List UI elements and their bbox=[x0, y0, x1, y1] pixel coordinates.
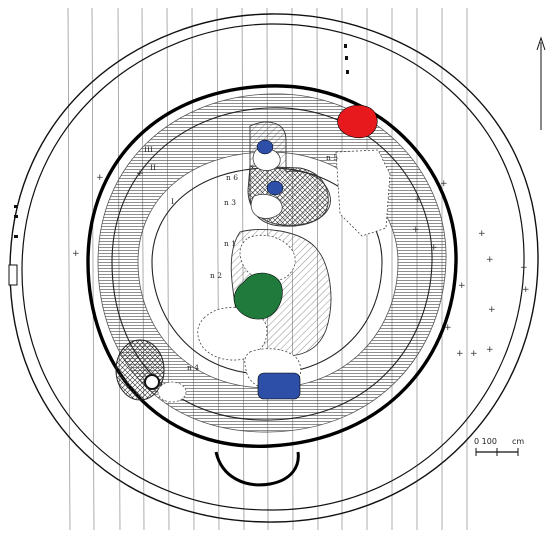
svg-text:+: + bbox=[456, 349, 464, 359]
svg-text:+: + bbox=[478, 229, 486, 239]
label-ring-iii: III bbox=[144, 145, 153, 154]
red-feature bbox=[337, 105, 378, 138]
blue-feature-south bbox=[257, 372, 301, 400]
blue-feature-north bbox=[256, 139, 274, 155]
north-arrow bbox=[536, 36, 546, 130]
svg-text:+: + bbox=[522, 285, 530, 295]
scale-value: 0 100 bbox=[474, 437, 497, 446]
green-feature bbox=[233, 272, 283, 320]
outer-enclosure bbox=[9, 13, 539, 523]
svg-text:+: + bbox=[486, 345, 494, 355]
svg-text:+: + bbox=[72, 249, 80, 259]
wall-lobe bbox=[214, 451, 300, 487]
blue-feature-central bbox=[266, 180, 284, 196]
label-n3: n 3 bbox=[224, 198, 236, 207]
svg-text:+: + bbox=[414, 195, 422, 205]
svg-text:+: + bbox=[444, 323, 452, 333]
svg-text:+: + bbox=[520, 263, 528, 273]
svg-text:+: + bbox=[136, 169, 144, 179]
scale-unit: cm bbox=[512, 437, 524, 446]
svg-text:+: + bbox=[486, 255, 494, 265]
svg-text:+: + bbox=[488, 305, 496, 315]
label-n4: n 4 bbox=[187, 363, 199, 372]
survey-crosses: + + + + + + + + + + + + + + + + + bbox=[72, 169, 530, 359]
label-n2: n 2 bbox=[210, 271, 222, 280]
svg-text:+: + bbox=[458, 281, 466, 291]
main-wall bbox=[86, 84, 458, 448]
label-ring-i: I bbox=[171, 197, 174, 206]
feature-labels: n 1 n 2 n 3 n 4 n 5 n 6 I II III bbox=[144, 145, 338, 372]
label-ring-ii: II bbox=[150, 163, 156, 172]
label-n6: n 6 bbox=[226, 173, 238, 182]
scale-bar: 0 100 cm bbox=[474, 437, 524, 456]
survey-grid bbox=[67, 7, 468, 531]
svg-text:+: + bbox=[470, 349, 478, 359]
outer-ring-marks bbox=[8, 44, 349, 286]
label-n5: n 5 bbox=[326, 153, 338, 162]
svg-text:+: + bbox=[440, 179, 448, 189]
svg-text:+: + bbox=[412, 225, 420, 235]
label-n1: n 1 bbox=[224, 239, 236, 248]
cross-hatched-pit bbox=[115, 339, 187, 403]
svg-text:+: + bbox=[96, 173, 104, 183]
central-features bbox=[197, 121, 391, 391]
svg-text:+: + bbox=[430, 243, 438, 253]
